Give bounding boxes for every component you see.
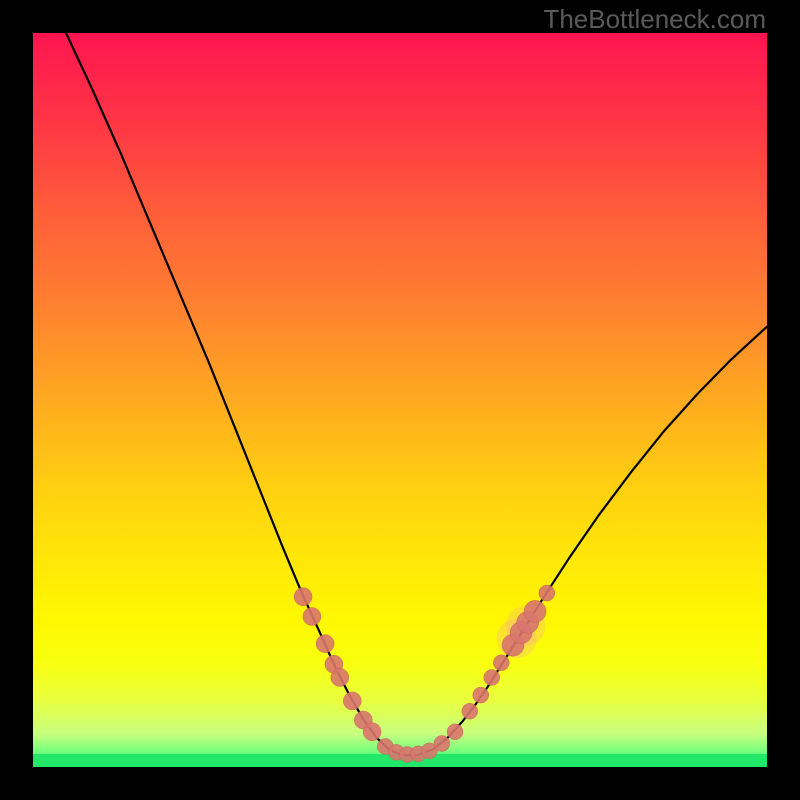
stage: TheBottleneck.com [0, 0, 800, 800]
data-marker [447, 724, 463, 740]
data-marker [524, 600, 546, 622]
data-marker [462, 703, 478, 719]
data-marker [493, 655, 509, 671]
data-marker [343, 692, 361, 710]
data-marker [303, 608, 321, 626]
data-marker [539, 585, 555, 601]
chart-svg [33, 33, 767, 767]
data-marker [294, 588, 312, 606]
watermark-text: TheBottleneck.com [543, 4, 766, 35]
plot-area [33, 33, 767, 767]
data-marker [331, 668, 349, 686]
data-marker [484, 669, 500, 685]
valley-curve [66, 33, 767, 755]
data-marker [473, 687, 489, 703]
data-marker [434, 736, 450, 752]
data-marker [363, 723, 381, 741]
data-marker [316, 635, 334, 653]
